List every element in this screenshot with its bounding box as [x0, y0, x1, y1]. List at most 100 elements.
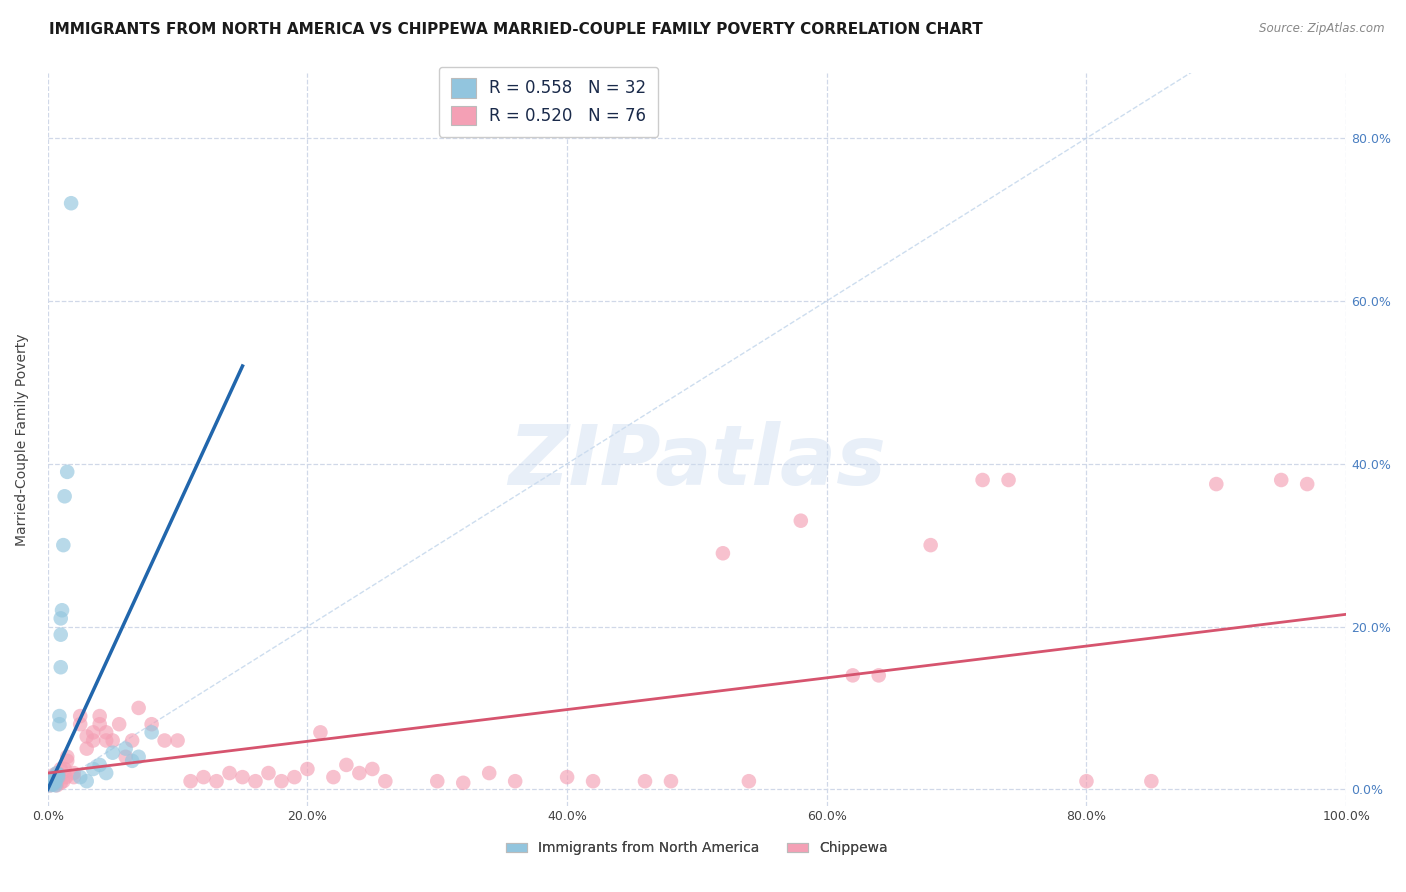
Point — [205, 774, 228, 789]
Point — [349, 766, 371, 780]
Point — [166, 733, 188, 747]
Point — [245, 774, 267, 789]
Point — [193, 770, 215, 784]
Point — [69, 717, 91, 731]
Text: Source: ZipAtlas.com: Source: ZipAtlas.com — [1260, 22, 1385, 36]
Point — [42, 774, 65, 789]
Point — [49, 762, 72, 776]
Point — [361, 762, 384, 776]
Point — [738, 774, 761, 789]
Point — [101, 733, 124, 747]
Point — [868, 668, 890, 682]
Point — [218, 766, 240, 780]
Point — [48, 770, 70, 784]
Point — [283, 770, 305, 784]
Point — [582, 774, 605, 789]
Point — [45, 766, 67, 780]
Point — [82, 733, 104, 747]
Point — [790, 514, 813, 528]
Point — [48, 709, 70, 723]
Point — [44, 767, 66, 781]
Point — [997, 473, 1019, 487]
Point — [49, 628, 72, 642]
Point — [711, 546, 734, 560]
Point — [41, 772, 63, 787]
Point — [51, 603, 73, 617]
Point — [39, 778, 62, 792]
Point — [1296, 477, 1319, 491]
Point — [335, 758, 357, 772]
Point — [42, 777, 65, 791]
Point — [96, 766, 118, 780]
Point — [44, 770, 66, 784]
Point — [478, 766, 501, 780]
Point — [634, 774, 657, 789]
Point — [374, 774, 396, 789]
Point — [89, 758, 111, 772]
Point — [41, 774, 63, 789]
Point — [45, 770, 67, 784]
Point — [45, 774, 67, 789]
Text: ZIPatlas: ZIPatlas — [508, 421, 886, 502]
Point — [1076, 774, 1098, 789]
Point — [56, 465, 79, 479]
Point — [1140, 774, 1163, 789]
Point — [76, 774, 98, 789]
Point — [52, 538, 75, 552]
Point — [56, 754, 79, 768]
Point — [114, 741, 136, 756]
Point — [46, 770, 69, 784]
Point — [96, 725, 118, 739]
Point — [141, 717, 163, 731]
Point — [89, 717, 111, 731]
Point — [121, 733, 143, 747]
Point — [76, 730, 98, 744]
Point — [60, 196, 83, 211]
Point — [180, 774, 202, 789]
Point — [56, 749, 79, 764]
Point — [69, 709, 91, 723]
Point — [89, 709, 111, 723]
Text: IMMIGRANTS FROM NORTH AMERICA VS CHIPPEWA MARRIED-COUPLE FAMILY POVERTY CORRELAT: IMMIGRANTS FROM NORTH AMERICA VS CHIPPEW… — [49, 22, 983, 37]
Point — [76, 741, 98, 756]
Point — [231, 770, 253, 784]
Point — [114, 749, 136, 764]
Point — [503, 774, 526, 789]
Point — [53, 762, 76, 776]
Point — [45, 776, 67, 790]
Point — [920, 538, 942, 552]
Point — [41, 776, 63, 790]
Point — [52, 774, 75, 789]
Legend: Immigrants from North America, Chippewa: Immigrants from North America, Chippewa — [501, 836, 893, 861]
Point — [322, 770, 344, 784]
Point — [55, 770, 77, 784]
Point — [41, 776, 63, 790]
Point — [82, 762, 104, 776]
Point — [128, 701, 150, 715]
Point — [659, 774, 682, 789]
Point — [46, 766, 69, 780]
Point — [39, 778, 62, 792]
Point — [45, 778, 67, 792]
Point — [45, 778, 67, 792]
Point — [121, 754, 143, 768]
Point — [46, 767, 69, 781]
Point — [96, 733, 118, 747]
Point — [451, 776, 474, 790]
Point — [53, 489, 76, 503]
Y-axis label: Married-Couple Family Poverty: Married-Couple Family Poverty — [15, 333, 30, 546]
Point — [141, 725, 163, 739]
Point — [972, 473, 994, 487]
Point — [270, 774, 292, 789]
Point — [297, 762, 319, 776]
Point — [49, 611, 72, 625]
Point — [128, 749, 150, 764]
Point — [309, 725, 332, 739]
Point — [42, 770, 65, 784]
Point — [555, 770, 578, 784]
Point — [69, 770, 91, 784]
Point — [44, 776, 66, 790]
Point — [82, 725, 104, 739]
Point — [101, 746, 124, 760]
Point — [44, 772, 66, 787]
